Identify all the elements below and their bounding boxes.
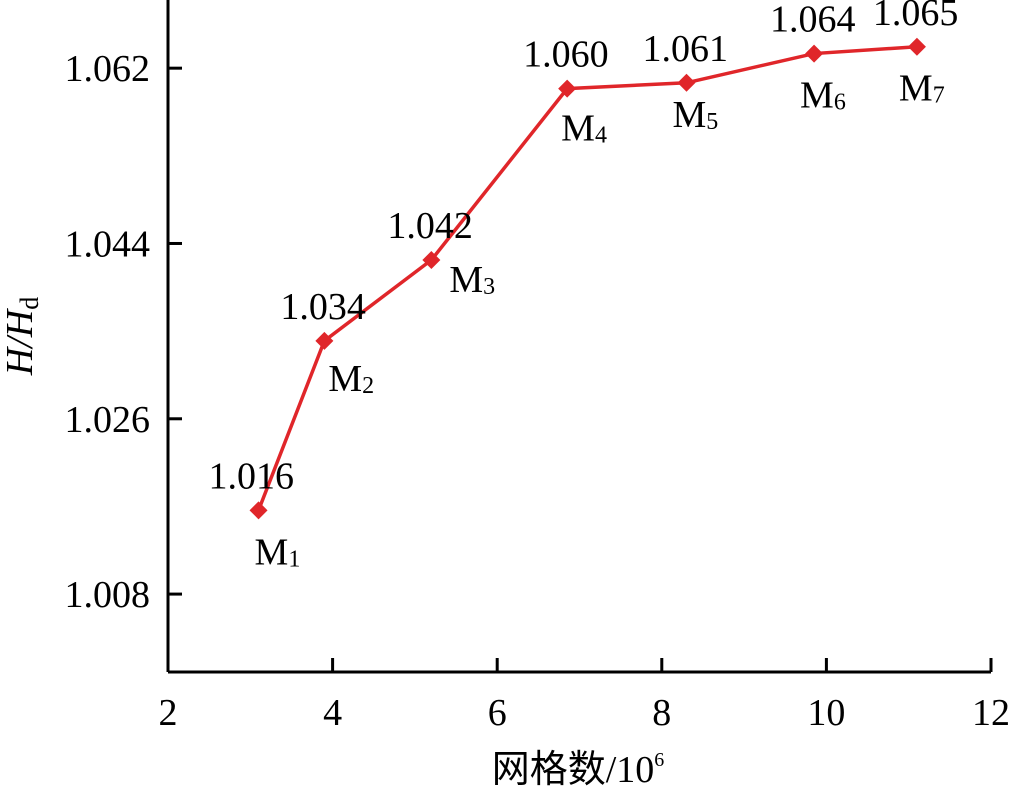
y-axis-title-subscript: d (15, 297, 44, 310)
y-ticks: 1.008 1.026 1.044 1.062 (65, 48, 182, 616)
data-point-name: M4 (561, 108, 607, 150)
data-value-label: 1.042 (387, 205, 473, 247)
x-tick-label: 8 (652, 692, 671, 734)
data-value-label: 1.034 (280, 286, 366, 328)
data-point-marker (422, 251, 441, 270)
data-point-marker (677, 73, 696, 92)
data-point-marker (558, 79, 577, 98)
x-ticks: 2 4 6 8 10 12 (159, 658, 1010, 734)
y-tick-label: 1.062 (65, 48, 151, 90)
data-point-name: M2 (328, 358, 374, 400)
data-point-name: M7 (899, 68, 945, 110)
point-labels: 1.016 M1 1.034 M2 1.042 M3 1.060 M4 1.061 M5 1.064… (209, 0, 959, 573)
y-tick-label: 1.026 (65, 399, 151, 441)
data-value-label: 1.016 (209, 455, 295, 497)
axes (166, 0, 991, 674)
series (249, 37, 926, 520)
data-value-label: 1.061 (642, 28, 728, 70)
x-tick-label: 12 (972, 692, 1010, 734)
x-tick-label: 10 (807, 692, 845, 734)
data-point-name: M1 (255, 531, 301, 573)
data-point-marker (249, 501, 268, 520)
data-point-name: M6 (800, 75, 846, 117)
y-axis-title: H/Hd (0, 297, 44, 376)
x-axis-title: 网格数/106 (492, 749, 665, 791)
data-value-label: 1.060 (523, 34, 609, 76)
data-point-name: M5 (672, 94, 718, 136)
y-tick-label: 1.008 (65, 574, 151, 616)
x-axis-title-superscript: 6 (654, 749, 664, 771)
data-value-label: 1.064 (770, 0, 856, 41)
data-point-marker (805, 44, 824, 63)
data-value-label: 1.065 (873, 0, 959, 34)
x-tick-label: 6 (488, 692, 507, 734)
x-tick-label: 4 (323, 692, 342, 734)
data-point-marker (907, 37, 926, 56)
data-point-name: M3 (449, 259, 495, 301)
y-tick-label: 1.044 (65, 223, 151, 265)
x-tick-label: 2 (159, 692, 178, 734)
data-point-marker (315, 331, 334, 350)
